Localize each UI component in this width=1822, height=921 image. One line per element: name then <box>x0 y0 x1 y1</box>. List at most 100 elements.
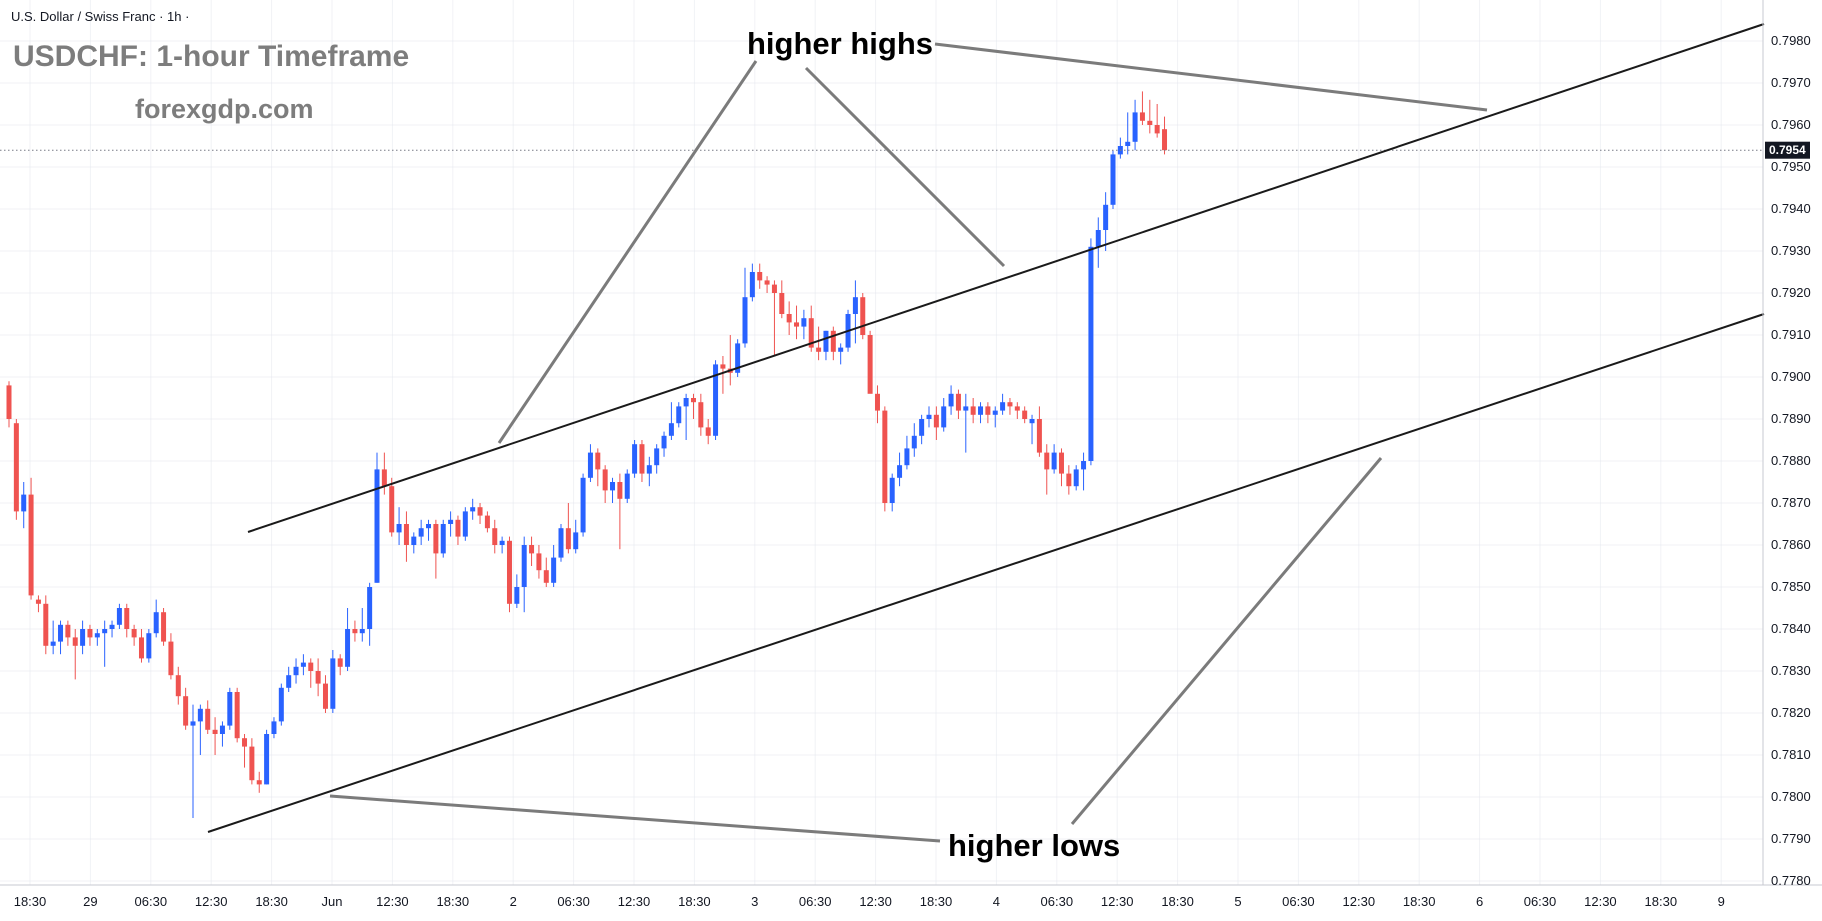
candle <box>705 419 711 445</box>
candle <box>131 624 137 646</box>
candle-body <box>1088 246 1094 461</box>
candle <box>227 687 233 730</box>
candle-body <box>720 364 726 369</box>
candle <box>477 503 483 524</box>
candle-body <box>381 469 387 487</box>
candle-body <box>102 629 108 634</box>
candle-body <box>1154 125 1160 134</box>
candle-body <box>470 507 476 512</box>
x-tick-label: 12:30 <box>1584 894 1617 909</box>
candle <box>374 452 380 583</box>
candle <box>315 658 321 697</box>
candle <box>418 519 424 545</box>
candle-body <box>705 427 711 436</box>
candle <box>676 402 682 428</box>
y-tick-label: 0.7910 <box>1771 327 1811 342</box>
candle <box>632 440 638 478</box>
candle-body <box>322 683 328 709</box>
candle-body <box>713 364 719 436</box>
candle-body <box>374 469 380 583</box>
candle-body <box>367 587 373 629</box>
symbol-label: U.S. Dollar / Swiss Franc · 1h · <box>11 9 189 24</box>
site-watermark: forexgdp.com <box>135 94 314 124</box>
candle <box>190 704 196 818</box>
candle <box>897 452 903 487</box>
last-price-tag: 0.7954 <box>1765 141 1810 159</box>
candle-body <box>941 406 947 428</box>
candle <box>506 536 512 613</box>
candle-body <box>506 540 512 604</box>
candle <box>926 406 932 428</box>
candle-body <box>661 435 667 449</box>
candle-body <box>72 637 78 646</box>
candle <box>411 532 417 554</box>
channel-upper-line <box>247 23 1765 533</box>
candle <box>58 620 64 655</box>
y-tick-label: 0.7960 <box>1771 117 1811 132</box>
candle-body <box>867 335 873 394</box>
x-tick-label: 12:30 <box>1101 894 1134 909</box>
candle-body <box>852 297 858 314</box>
candle <box>21 482 27 529</box>
candle-body <box>1147 120 1153 125</box>
chart-title: USDCHF: 1-hour Timeframe <box>13 40 409 73</box>
candle-body <box>529 545 535 554</box>
candle-body <box>359 629 365 634</box>
candle <box>852 280 858 344</box>
candle-body <box>337 658 343 667</box>
candle-body <box>190 721 196 726</box>
candle <box>28 477 34 600</box>
candle <box>1147 99 1153 134</box>
x-tick-label: 12:30 <box>376 894 409 909</box>
last-price-tag-text: 0.7954 <box>1769 143 1806 157</box>
candle-body <box>838 347 844 352</box>
candle-body <box>256 780 262 785</box>
candle-body <box>227 692 233 726</box>
candle <box>838 343 844 365</box>
candle <box>1044 444 1050 495</box>
channel-lower-line <box>207 313 1765 833</box>
candle-body <box>882 410 888 503</box>
candle-body <box>683 398 689 407</box>
candle <box>359 608 365 642</box>
candle-body <box>521 545 527 587</box>
candle <box>536 545 542 579</box>
candle-body <box>477 507 483 516</box>
candle-body <box>632 444 638 474</box>
candle-body <box>124 608 130 629</box>
y-tick-label: 0.7850 <box>1771 579 1811 594</box>
candle <box>948 385 954 415</box>
higher-highs-pointer-2 <box>804 66 1006 268</box>
candle <box>1007 398 1013 415</box>
candle <box>50 620 56 655</box>
candle-body <box>970 406 976 415</box>
candle <box>35 595 41 613</box>
candle <box>639 440 645 482</box>
candle <box>65 620 71 646</box>
candle <box>183 687 189 730</box>
y-tick-label: 0.7860 <box>1771 537 1811 552</box>
higher-highs-pointer-1 <box>497 60 758 444</box>
y-tick-label: 0.7820 <box>1771 705 1811 720</box>
candle <box>1058 448 1064 487</box>
x-tick-label: 12:30 <box>195 894 228 909</box>
candle-body <box>948 393 954 407</box>
candle <box>1081 452 1087 491</box>
candle <box>529 536 535 566</box>
candle-body <box>654 448 660 466</box>
candle <box>484 511 490 533</box>
candle-body <box>595 452 601 470</box>
candle-body <box>197 708 203 722</box>
higher-lows-label: higher lows <box>948 828 1120 863</box>
candle-body <box>1081 461 1087 470</box>
candle-body <box>242 738 248 747</box>
candle <box>426 519 432 541</box>
candle <box>499 536 505 554</box>
candle-body <box>543 570 549 583</box>
candle-body <box>455 519 461 537</box>
candle <box>1073 465 1079 491</box>
candle-body <box>43 603 49 646</box>
candle <box>668 402 674 440</box>
candles <box>6 91 1168 818</box>
